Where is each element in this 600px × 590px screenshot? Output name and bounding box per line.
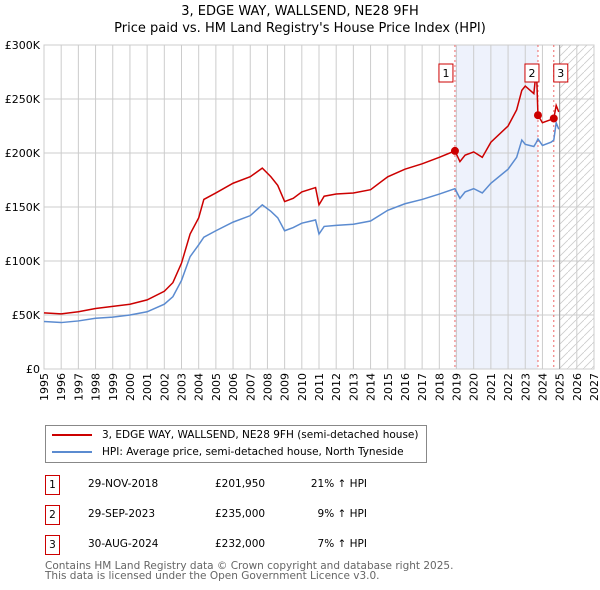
sale-badge: 3 <box>45 535 60 555</box>
x-tick-label: 2016 <box>399 373 412 401</box>
x-tick-label: 2023 <box>519 373 532 401</box>
x-tick-label: 2007 <box>244 373 257 401</box>
x-tick-label: 2009 <box>279 373 292 401</box>
x-tick-label: 1996 <box>55 373 68 401</box>
x-tick-label: 1999 <box>107 373 120 401</box>
x-tick-label: 2018 <box>433 373 446 401</box>
x-tick-label: 2001 <box>141 373 154 401</box>
y-tick-label: £0 <box>26 363 40 376</box>
sale-badge: 1 <box>45 475 60 495</box>
x-tick-label: 2005 <box>210 373 223 401</box>
x-tick-label: 2004 <box>193 373 206 401</box>
x-tick-label: 2026 <box>571 373 584 401</box>
x-tick-label: 2011 <box>313 373 326 401</box>
x-tick-label: 2002 <box>158 373 171 401</box>
sale-hpi-diff: 21% ↑ HPI <box>310 478 367 490</box>
legend: 3, EDGE WAY, WALLSEND, NE28 9FH (semi-de… <box>45 425 427 463</box>
legend-swatch-property <box>52 434 92 436</box>
x-tick-label: 2025 <box>554 373 567 401</box>
sale-badge <box>438 63 454 83</box>
x-tick-label: 1997 <box>72 373 85 401</box>
x-tick-label: 2024 <box>536 373 549 401</box>
sale-point <box>450 146 459 155</box>
plot-border <box>43 44 595 370</box>
x-tick-label: 1995 <box>38 373 51 401</box>
y-tick-label: £200K <box>5 147 41 160</box>
sale-badge-label: 1 <box>442 67 449 80</box>
sale-price: £201,950 <box>215 478 266 490</box>
footer: Contains HM Land Registry data © Crown c… <box>45 560 454 582</box>
sale-price: £235,000 <box>215 508 266 520</box>
y-tick-label: £150K <box>5 201 41 214</box>
chart-title: 3, EDGE WAY, WALLSEND, NE28 9FH <box>181 4 419 19</box>
legend-label-hpi: HPI: Average price, semi-detached house,… <box>102 446 404 458</box>
plot-area: 1995 1996 1997 1998 1999 2000 2001 2002 2003 2004… <box>5 39 600 401</box>
sale-point <box>533 111 542 120</box>
x-tick-label: 2014 <box>365 373 378 401</box>
y-tick-label: £50K <box>12 309 41 322</box>
sale-badge <box>553 63 569 83</box>
sale-hpi-diff: 9% ↑ HPI <box>317 508 367 520</box>
sale-badge: 2 <box>45 505 60 525</box>
x-tick-label: 2022 <box>502 373 515 401</box>
x-tick-label: 2017 <box>416 373 429 401</box>
property-price-line <box>43 68 560 315</box>
x-tick-label: 2027 <box>588 373 600 401</box>
sale-badge-label: 2 <box>528 67 535 80</box>
sale-date: 29-SEP-2023 <box>88 508 156 520</box>
x-tick-label: 2006 <box>227 373 240 401</box>
footer-line-1: Contains HM Land Registry data © Crown c… <box>45 560 454 572</box>
sale-point <box>549 114 558 123</box>
x-tick-label: 2000 <box>124 373 137 401</box>
sale-row: 1 29-NOV-2018 £201,950 21% ↑ HPI <box>45 475 445 495</box>
sale-badge <box>524 63 540 83</box>
x-tick-label: 2003 <box>176 373 189 401</box>
sale-price: £232,000 <box>215 538 266 550</box>
y-tick-label: £100K <box>5 255 41 268</box>
y-tick-label: £250K <box>5 93 41 106</box>
sale-date: 29-NOV-2018 <box>88 478 159 490</box>
footer-line-2: This data is licensed under the Open Gov… <box>45 570 380 582</box>
x-tick-label: 2013 <box>347 373 360 401</box>
x-tick-label: 2008 <box>261 373 274 401</box>
x-tick-label: 2020 <box>468 373 481 401</box>
sale-row: 2 29-SEP-2023 £235,000 9% ↑ HPI <box>45 505 445 525</box>
x-tick-label: 2012 <box>330 373 343 401</box>
x-tick-label: 1998 <box>90 373 103 401</box>
sale-row: 3 30-AUG-2024 £232,000 7% ↑ HPI <box>45 535 445 555</box>
legend-label-property: 3, EDGE WAY, WALLSEND, NE28 9FH (semi-de… <box>102 429 419 441</box>
sale-badge-label: 3 <box>557 67 564 80</box>
sale-date: 30-AUG-2024 <box>88 538 159 550</box>
x-tick-label: 2021 <box>485 373 498 401</box>
legend-swatch-hpi <box>52 451 92 453</box>
chart-subtitle: Price paid vs. HM Land Registry's House … <box>114 21 486 36</box>
hpi-line <box>43 119 560 324</box>
x-tick-label: 2010 <box>296 373 309 401</box>
x-tick-label: 2019 <box>451 373 464 401</box>
sale-hpi-diff: 7% ↑ HPI <box>317 538 367 550</box>
y-tick-label: £300K <box>5 39 41 52</box>
x-tick-label: 2015 <box>382 373 395 401</box>
